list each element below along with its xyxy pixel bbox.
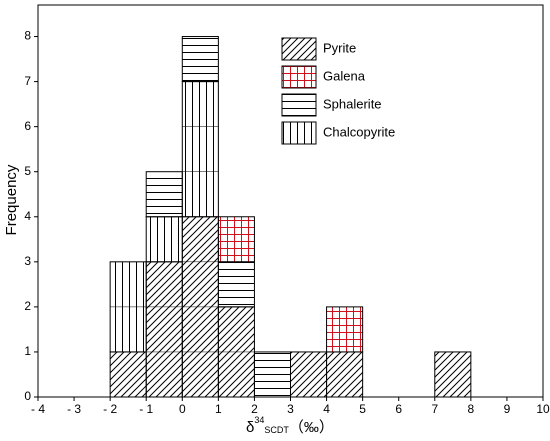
x-tick-label: 3 — [287, 402, 294, 416]
bar-segment — [253, 351, 292, 398]
x-tick-label: - 2 — [103, 402, 117, 416]
legend-swatch — [281, 93, 317, 117]
x-tick-label: 0 — [179, 402, 186, 416]
bar-segment — [217, 261, 255, 308]
x-tick-label: 10 — [536, 402, 550, 416]
x-tick-label: - 1 — [139, 402, 153, 416]
legend-label: Galena — [323, 68, 366, 83]
y-axis-label: Frequency — [3, 164, 20, 235]
y-tick-label: 6 — [24, 119, 31, 133]
bar-segment — [181, 36, 219, 83]
legend-swatch — [281, 65, 317, 89]
legend-label: Sphalerite — [323, 96, 382, 111]
bar-segment — [145, 261, 183, 398]
x-tick-label: 7 — [431, 402, 438, 416]
bar-segment — [109, 351, 147, 398]
y-tick-label: 4 — [24, 209, 31, 223]
x-label-sup: 34 — [254, 415, 264, 425]
legend-swatch — [281, 37, 317, 61]
x-label-sub: SCDT — [264, 425, 289, 435]
x-tick-label: - 3 — [67, 402, 81, 416]
x-tick-label: 1 — [215, 402, 222, 416]
x-label-unit: （‰） — [289, 419, 334, 436]
bar-segment — [145, 171, 183, 218]
x-tick-label: 8 — [468, 402, 475, 416]
y-tick-label: 7 — [24, 74, 31, 88]
x-tick-label: 2 — [251, 402, 258, 416]
bar-segment — [290, 351, 328, 398]
x-tick-label: 6 — [395, 402, 402, 416]
legend-swatch — [281, 121, 317, 145]
bar-segment — [326, 306, 364, 353]
x-tick-label: - 4 — [31, 402, 45, 416]
x-tick-label: 5 — [359, 402, 366, 416]
y-tick-label: 2 — [24, 299, 31, 313]
bar-segment — [434, 351, 472, 398]
x-tick-label: 4 — [323, 402, 330, 416]
y-tick-label: 5 — [24, 164, 31, 178]
x-axis-label: δ34SCDT（‰） — [246, 415, 334, 436]
bar-segment — [181, 81, 219, 218]
bar-segment — [145, 216, 183, 263]
y-tick-label: 0 — [24, 389, 31, 403]
y-tick-label: 1 — [24, 344, 31, 358]
bar-segment — [326, 351, 364, 398]
bar-segment — [217, 216, 255, 263]
y-tick-label: 8 — [24, 29, 31, 43]
legend-label: Chalcopyrite — [323, 124, 395, 139]
legend-label: Pyrite — [323, 40, 356, 55]
x-label-main: δ — [246, 419, 254, 436]
y-tick-label: 3 — [24, 254, 31, 268]
x-tick-label: 9 — [504, 402, 511, 416]
